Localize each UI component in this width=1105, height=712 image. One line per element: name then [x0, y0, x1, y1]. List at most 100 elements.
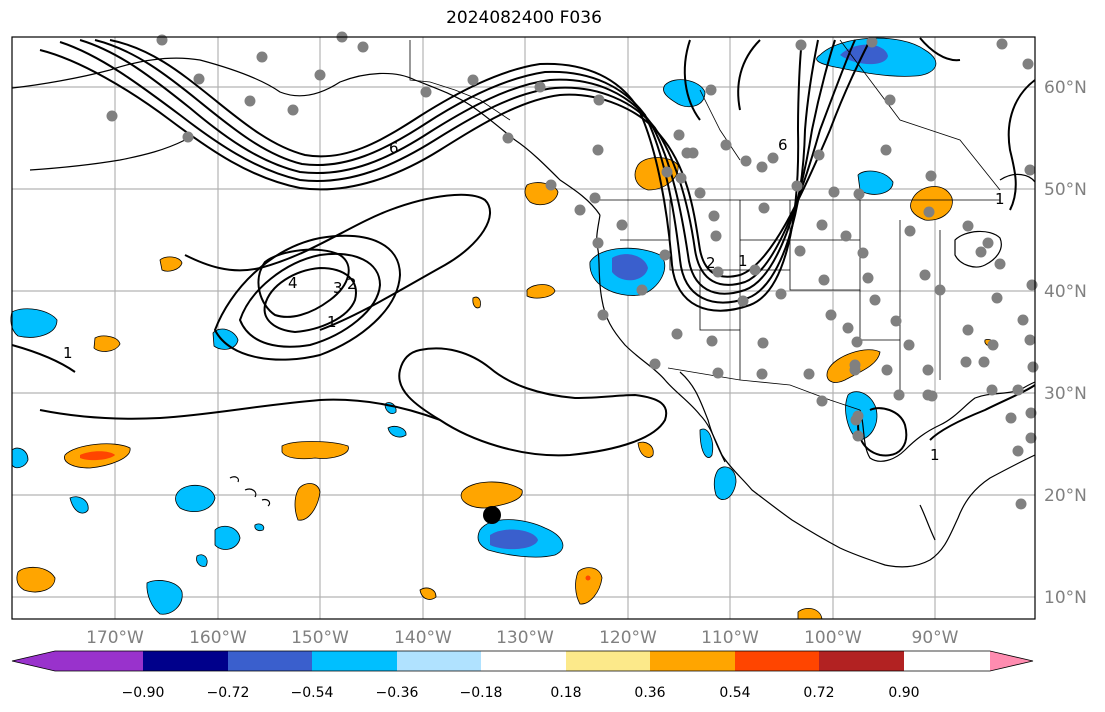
station-dot — [756, 368, 768, 380]
contour-label: 1 — [930, 446, 940, 464]
lon-label: 90°W — [912, 628, 959, 648]
contour-label: 1 — [327, 313, 337, 331]
station-dot — [1012, 384, 1024, 396]
station-dot — [1026, 279, 1038, 291]
station-dot — [893, 389, 905, 401]
colorbar-tick-labels: −0.90 −0.72 −0.54 −0.36 −0.18 0.18 0.36 … — [122, 685, 920, 701]
station-dot — [737, 295, 749, 307]
station-dot — [694, 187, 706, 199]
contour-label: 4 — [288, 274, 298, 292]
contour-label: 2 — [347, 275, 357, 293]
station-dot — [903, 339, 915, 351]
station-dot — [636, 284, 648, 296]
negative-anomaly-regions — [10, 37, 937, 615]
station-dot — [182, 131, 194, 143]
colorbar-segment — [397, 651, 481, 671]
station-markers — [106, 31, 1039, 510]
station-dot — [616, 219, 628, 231]
station-dot — [1017, 314, 1029, 326]
station-dot — [795, 39, 807, 51]
station-dot — [923, 206, 935, 218]
colorbar-segment — [228, 651, 312, 671]
station-dot — [853, 188, 865, 200]
station-dot — [840, 230, 852, 242]
station-dot — [880, 144, 892, 156]
station-dot — [828, 186, 840, 198]
colorbar-segments — [12, 651, 1033, 671]
station-dot — [794, 245, 806, 257]
colorbar-tick-label: 0.72 — [803, 685, 834, 701]
station-dot — [545, 179, 557, 191]
colorbar-segment — [735, 651, 819, 671]
station-dot — [256, 51, 268, 63]
colorbar-segment — [819, 651, 904, 671]
station-dot — [592, 144, 604, 156]
station-dot — [884, 94, 896, 106]
station-dot — [740, 155, 752, 167]
colorbar-segment — [55, 651, 143, 671]
station-dot — [712, 266, 724, 278]
colorbar-tick-label: −0.18 — [460, 685, 503, 701]
colorbar-tick-label: 0.18 — [550, 685, 581, 701]
station-dot — [357, 41, 369, 53]
colorbar-tick-label: −0.36 — [376, 685, 419, 701]
station-dot — [534, 81, 546, 93]
station-dot — [987, 339, 999, 351]
contour-label: 2 — [706, 254, 716, 272]
station-dot — [193, 73, 205, 85]
station-dot — [420, 86, 432, 98]
colorbar-tick-label: −0.90 — [122, 685, 165, 701]
storm-position-marker — [483, 506, 501, 524]
colorbar-segment — [312, 651, 397, 671]
station-dot — [705, 84, 717, 96]
station-dot — [862, 272, 874, 284]
station-dot — [1024, 164, 1036, 176]
colorbar-tick-label: −0.54 — [291, 685, 334, 701]
colorbar-tick-label: 0.36 — [634, 685, 665, 701]
station-dot — [978, 356, 990, 368]
station-dot — [593, 94, 605, 106]
station-dot — [881, 364, 893, 376]
station-dot — [1024, 334, 1036, 346]
station-dot — [803, 368, 815, 380]
station-dot — [710, 230, 722, 242]
colorbar-segment — [143, 651, 228, 671]
colorbar: −0.90 −0.72 −0.54 −0.36 −0.18 0.18 0.36 … — [11, 650, 1034, 701]
station-dot — [671, 328, 683, 340]
station-dot — [926, 390, 938, 402]
contour-label: 6 — [389, 139, 399, 157]
contour-label: 1 — [738, 252, 748, 270]
lon-label: 130°W — [496, 628, 554, 648]
map-title: 2024082400 F036 — [446, 8, 602, 28]
station-dot — [757, 337, 769, 349]
station-dot — [767, 152, 779, 164]
lon-label: 170°W — [86, 628, 144, 648]
station-dot — [574, 204, 586, 216]
station-dot — [1027, 361, 1039, 373]
colorbar-segment — [481, 651, 566, 671]
station-dot — [775, 288, 787, 300]
lon-label: 120°W — [599, 628, 657, 648]
station-dot — [813, 149, 825, 161]
colorbar-segment — [650, 651, 735, 671]
station-dot — [904, 225, 916, 237]
station-dot — [706, 335, 718, 347]
station-dot — [994, 258, 1006, 270]
lon-label: 110°W — [701, 628, 759, 648]
station-dot — [589, 192, 601, 204]
map-content: 6 4 3 2 1 1 1 6 2 1 1 — [10, 31, 1039, 620]
station-dot — [687, 147, 699, 159]
colorbar-extend-high — [990, 651, 1033, 671]
station-dot — [975, 246, 987, 258]
station-dot — [1005, 412, 1017, 424]
station-dot — [934, 284, 946, 296]
station-dot — [962, 324, 974, 336]
lon-label: 140°W — [394, 628, 452, 648]
station-dot — [852, 410, 864, 422]
lat-label: 50°N — [1044, 180, 1087, 200]
station-dot — [720, 139, 732, 151]
colorbar-outline — [11, 650, 1034, 672]
lat-label: 40°N — [1044, 282, 1087, 302]
station-dot — [842, 322, 854, 334]
lat-label: 60°N — [1044, 78, 1087, 98]
